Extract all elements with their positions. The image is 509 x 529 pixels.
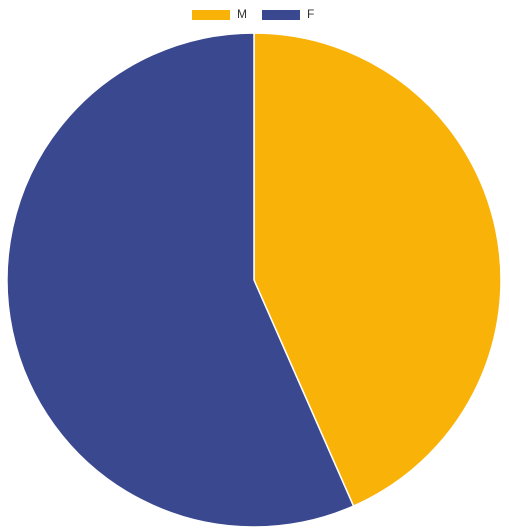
pie-slice xyxy=(6,32,355,528)
legend-swatch xyxy=(192,10,230,20)
legend-swatch xyxy=(262,10,300,20)
legend-label: M xyxy=(237,7,247,21)
pie-slice xyxy=(253,32,502,508)
legend-label: F xyxy=(307,7,314,21)
